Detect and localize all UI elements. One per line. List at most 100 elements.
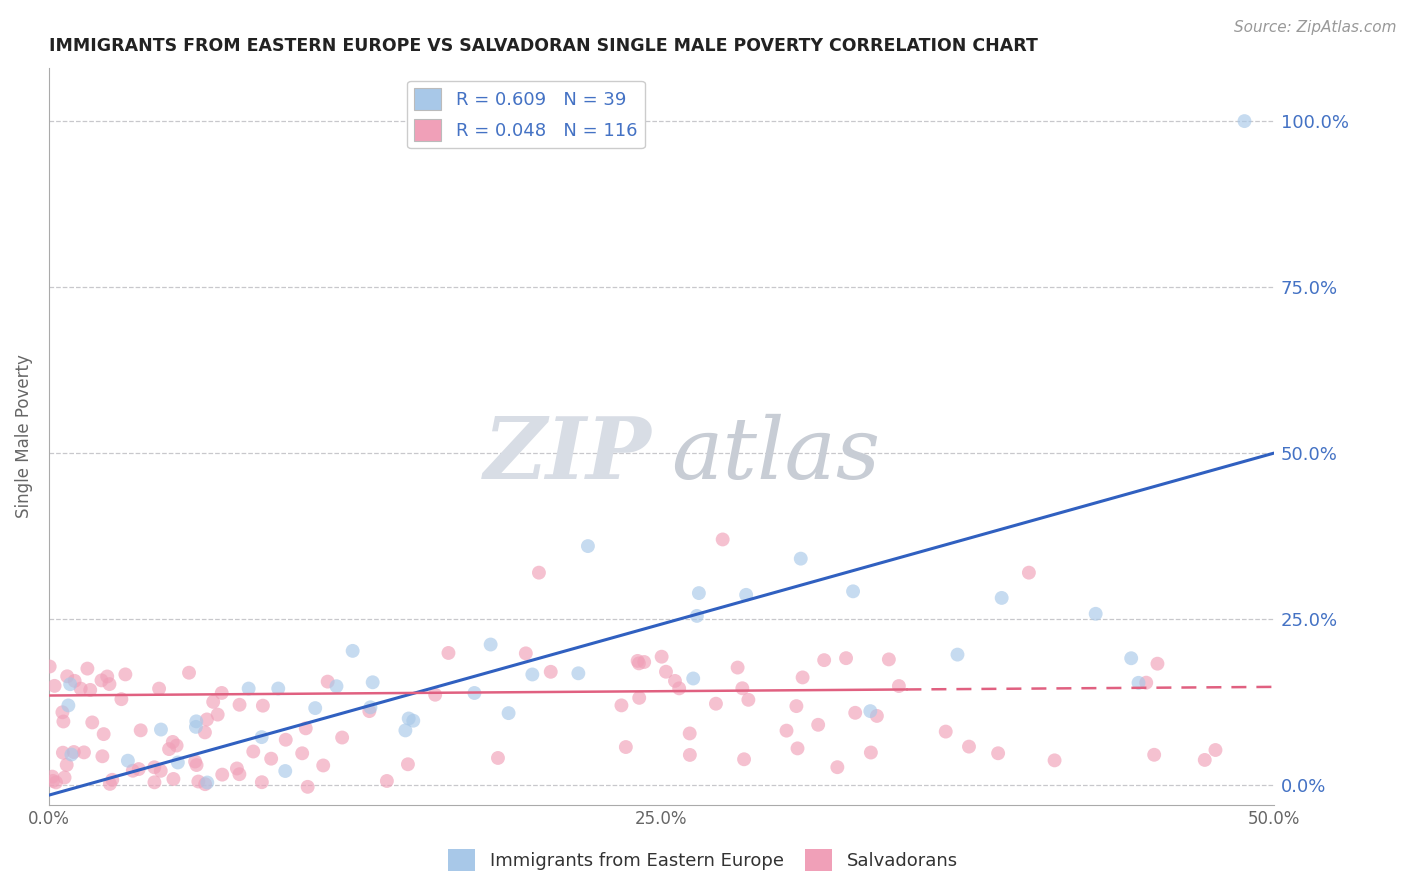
Point bbox=[184, 720, 207, 734]
Point bbox=[877, 652, 900, 666]
Point bbox=[679, 747, 702, 762]
Point bbox=[207, 707, 229, 722]
Text: IMMIGRANTS FROM EASTERN EUROPE VS SALVADORAN SINGLE MALE POVERTY CORRELATION CHA: IMMIGRANTS FROM EASTERN EUROPE VS SALVAD… bbox=[49, 37, 1038, 55]
Point bbox=[98, 677, 121, 691]
Point bbox=[166, 756, 188, 770]
Point bbox=[110, 692, 132, 706]
Point bbox=[76, 662, 98, 676]
Point bbox=[957, 739, 980, 754]
Point bbox=[162, 772, 184, 786]
Point bbox=[807, 718, 830, 732]
Point bbox=[90, 673, 112, 688]
Point bbox=[1233, 114, 1256, 128]
Point bbox=[731, 681, 754, 696]
Point bbox=[60, 747, 83, 762]
Point bbox=[304, 701, 326, 715]
Point bbox=[121, 764, 143, 778]
Point bbox=[498, 706, 520, 720]
Point bbox=[55, 758, 77, 772]
Point bbox=[361, 675, 384, 690]
Point bbox=[735, 588, 758, 602]
Point bbox=[786, 741, 808, 756]
Text: Source: ZipAtlas.com: Source: ZipAtlas.com bbox=[1233, 20, 1396, 35]
Point bbox=[69, 681, 91, 696]
Point bbox=[117, 754, 139, 768]
Point bbox=[866, 709, 889, 723]
Point bbox=[149, 723, 172, 737]
Point bbox=[250, 730, 273, 744]
Point bbox=[359, 704, 381, 718]
Point bbox=[202, 695, 225, 709]
Point bbox=[887, 679, 910, 693]
Y-axis label: Single Male Poverty: Single Male Poverty bbox=[15, 355, 32, 518]
Point bbox=[1121, 651, 1143, 665]
Point bbox=[166, 739, 188, 753]
Point bbox=[238, 681, 260, 696]
Point bbox=[267, 681, 290, 696]
Point bbox=[987, 746, 1010, 760]
Point bbox=[52, 714, 75, 729]
Point bbox=[990, 591, 1012, 605]
Point bbox=[73, 745, 96, 759]
Point bbox=[686, 608, 709, 623]
Point bbox=[184, 755, 207, 769]
Point bbox=[274, 764, 297, 778]
Point bbox=[260, 752, 283, 766]
Point bbox=[143, 775, 166, 789]
Point bbox=[375, 774, 398, 789]
Point bbox=[1018, 566, 1040, 580]
Point bbox=[859, 704, 882, 718]
Point bbox=[52, 746, 75, 760]
Legend: Immigrants from Eastern Europe, Salvadorans: Immigrants from Eastern Europe, Salvador… bbox=[441, 842, 965, 879]
Point bbox=[41, 770, 63, 784]
Point bbox=[186, 714, 208, 729]
Point bbox=[737, 693, 759, 707]
Point bbox=[859, 746, 882, 760]
Point bbox=[128, 762, 150, 776]
Point bbox=[195, 775, 218, 789]
Point bbox=[688, 586, 710, 600]
Point bbox=[195, 713, 218, 727]
Point bbox=[614, 739, 637, 754]
Point bbox=[312, 758, 335, 772]
Point bbox=[935, 724, 957, 739]
Point bbox=[148, 681, 170, 696]
Point bbox=[515, 646, 537, 660]
Point bbox=[342, 644, 364, 658]
Point bbox=[842, 584, 865, 599]
Point bbox=[325, 679, 347, 693]
Point bbox=[44, 679, 66, 693]
Point bbox=[1043, 753, 1066, 767]
Point bbox=[297, 780, 319, 794]
Point bbox=[792, 670, 814, 684]
Point bbox=[633, 655, 655, 669]
Point bbox=[463, 686, 485, 700]
Point bbox=[790, 551, 813, 566]
Point bbox=[129, 723, 152, 738]
Text: atlas: atlas bbox=[671, 414, 880, 496]
Point bbox=[187, 774, 209, 789]
Point bbox=[844, 706, 866, 720]
Point bbox=[79, 682, 101, 697]
Point bbox=[813, 653, 835, 667]
Point bbox=[242, 744, 264, 758]
Point bbox=[114, 667, 136, 681]
Point bbox=[194, 725, 217, 739]
Point bbox=[211, 767, 233, 781]
Point bbox=[396, 757, 419, 772]
Point bbox=[946, 648, 969, 662]
Point bbox=[252, 698, 274, 713]
Point bbox=[211, 686, 233, 700]
Point bbox=[143, 760, 166, 774]
Point bbox=[486, 751, 509, 765]
Point bbox=[149, 764, 172, 778]
Text: ZIP: ZIP bbox=[484, 413, 651, 497]
Point bbox=[228, 767, 250, 781]
Point bbox=[651, 649, 673, 664]
Point bbox=[274, 732, 297, 747]
Point bbox=[228, 698, 250, 712]
Point bbox=[402, 714, 425, 728]
Point bbox=[194, 777, 217, 791]
Point bbox=[1135, 675, 1157, 690]
Point bbox=[628, 690, 651, 705]
